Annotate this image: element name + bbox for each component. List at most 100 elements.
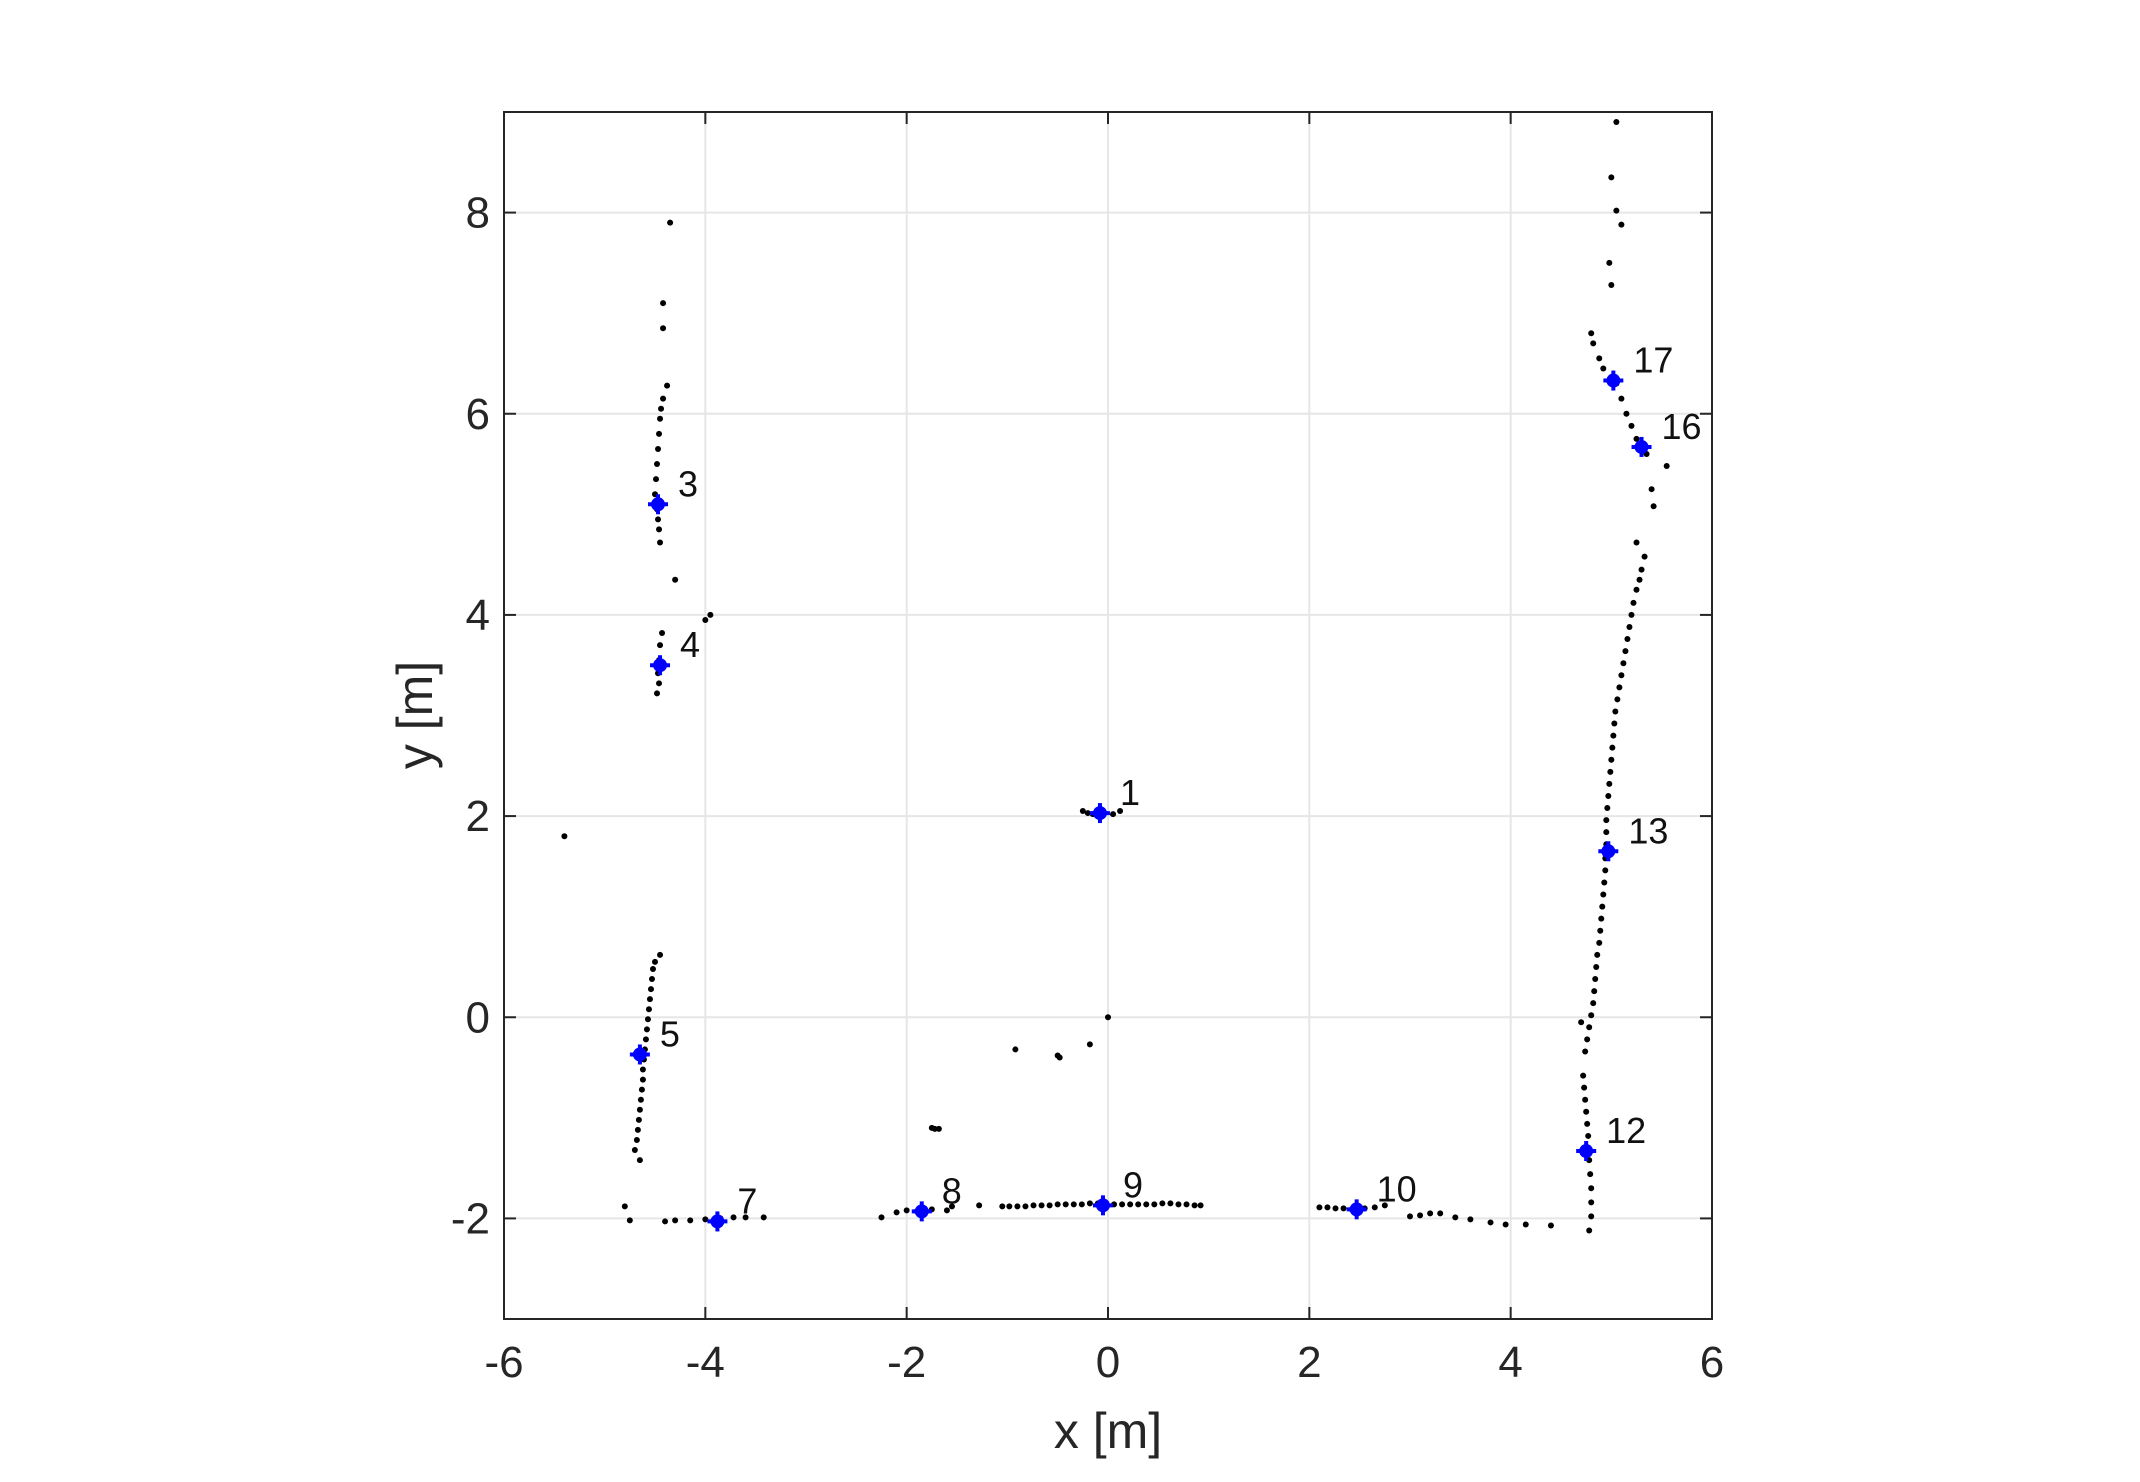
scan-point (742, 1214, 749, 1221)
landmark-marker (1092, 1195, 1113, 1216)
scan-point (1628, 611, 1635, 618)
scan-point (1650, 503, 1657, 510)
scan-point (1427, 1210, 1434, 1217)
scan-point (658, 405, 665, 412)
scan-point (654, 461, 661, 468)
scan-point (1663, 463, 1670, 470)
scan-point (943, 1207, 950, 1214)
scan-point (1079, 808, 1086, 815)
scan-point (760, 1214, 767, 1221)
scan-point (702, 1216, 709, 1223)
scan-point (1583, 1108, 1590, 1115)
scan-point (1135, 1201, 1142, 1208)
x-tick-label: -4 (686, 1338, 725, 1387)
scan-point (1437, 1210, 1444, 1217)
scan-points (561, 119, 1670, 1234)
scan-point (1151, 1201, 1158, 1208)
x-axis-label: x [m] (1054, 1403, 1162, 1459)
landmark-marker (1598, 841, 1619, 862)
scan-point (1586, 1227, 1593, 1234)
scan-point (1593, 963, 1600, 970)
y-axis-label: y [m] (387, 661, 443, 769)
scan-point (1014, 1203, 1021, 1210)
scan-point (1605, 792, 1612, 799)
landmark-label: 4 (680, 624, 700, 665)
scan-point (687, 1217, 694, 1224)
scan-point (1417, 1212, 1424, 1219)
y-tick-label: -2 (451, 1194, 490, 1243)
x-tick-label: -2 (887, 1338, 926, 1387)
scan-point (1119, 1201, 1126, 1208)
scan-point (1618, 395, 1625, 402)
scan-point (667, 219, 674, 226)
scan-point (1600, 365, 1607, 372)
scan-point (1086, 1200, 1093, 1207)
scan-point (1588, 330, 1595, 337)
scan-point (1612, 708, 1619, 715)
scan-point (1608, 756, 1615, 763)
landmark-label: 7 (737, 1180, 757, 1221)
scan-point (1580, 1072, 1587, 1079)
scan-point (1603, 817, 1610, 824)
landmark-label: 10 (1377, 1168, 1417, 1209)
scan-point (1633, 586, 1640, 593)
scan-point (638, 1086, 645, 1093)
scan-point (1618, 221, 1625, 228)
scan-point (1618, 672, 1625, 679)
scan-point (1167, 1200, 1174, 1207)
scan-point (664, 382, 671, 389)
scan-point (1340, 1205, 1347, 1212)
scan-point (656, 430, 663, 437)
scan-point (1105, 1014, 1111, 1021)
x-tick-label: 2 (1297, 1338, 1321, 1387)
landmark-label: 5 (660, 1013, 680, 1054)
scan-point (1590, 340, 1597, 347)
scan-point (657, 642, 664, 649)
scan-point (1588, 1012, 1595, 1019)
scan-point (1086, 1041, 1093, 1048)
scan-point (702, 616, 709, 623)
scan-point (1628, 422, 1635, 429)
landmark-label: 3 (678, 463, 698, 504)
y-tick-label: 4 (466, 591, 490, 640)
landmark-marker (650, 655, 671, 676)
scan-point (1588, 1199, 1595, 1206)
scan-point (655, 516, 662, 523)
scan-point (646, 996, 653, 1003)
scan-point (1587, 1171, 1594, 1178)
scan-point (1610, 732, 1617, 739)
landmark-marker (629, 1044, 650, 1065)
scan-point (654, 690, 661, 697)
scan-point (660, 300, 667, 307)
scan-point (1606, 780, 1613, 787)
scan-point (1609, 744, 1616, 751)
scan-point (1175, 1201, 1182, 1208)
scan-point (1608, 282, 1615, 289)
scan-point (1633, 539, 1640, 546)
scan-point (1502, 1221, 1509, 1228)
scan-point (660, 325, 667, 332)
scan-point (1601, 879, 1608, 886)
scan-point (1606, 259, 1613, 266)
scan-point (1006, 1203, 1013, 1210)
landmark-label: 9 (1123, 1164, 1143, 1205)
scan-point (1622, 648, 1629, 655)
scan-point (1381, 1202, 1388, 1209)
scan-point (1613, 119, 1620, 126)
scan-point (621, 1203, 628, 1210)
scan-point (999, 1203, 1006, 1210)
scan-point (636, 1106, 643, 1113)
scan-point (1614, 696, 1621, 703)
scan-point (656, 680, 663, 687)
scan-point (634, 1126, 641, 1133)
scan-point (1578, 1019, 1585, 1026)
scan-point (1110, 811, 1117, 818)
landmark-marker (1631, 436, 1652, 457)
x-tick-label: 4 (1498, 1338, 1522, 1387)
scan-point (643, 1026, 650, 1033)
scan-point (1596, 939, 1603, 946)
landmark-label: 16 (1662, 406, 1702, 447)
scan-point (672, 1217, 679, 1224)
scan-point (1159, 1200, 1166, 1207)
